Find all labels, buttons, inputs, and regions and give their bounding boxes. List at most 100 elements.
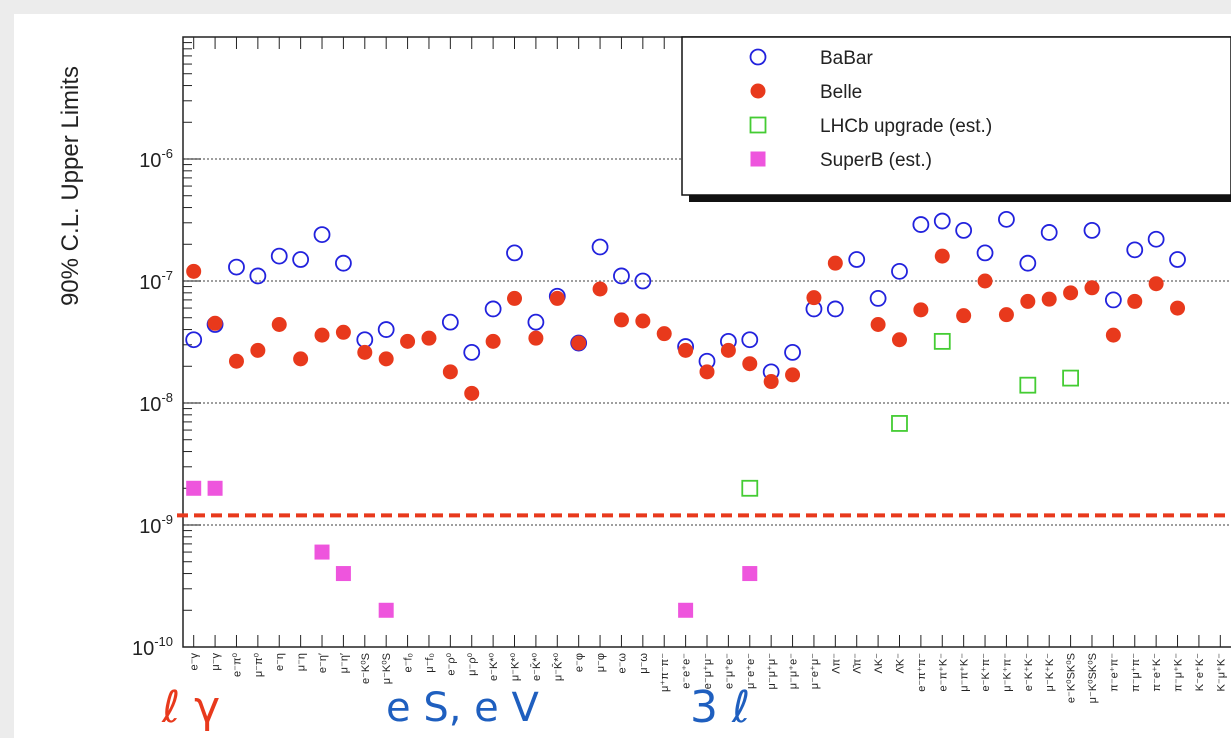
belle-point — [635, 313, 651, 329]
belle-point — [357, 344, 373, 360]
belle-point — [464, 385, 480, 401]
x-tick-label: e⁻K*⁰ — [488, 652, 500, 681]
x-tick-label: e⁻π⁺K⁻ — [937, 653, 949, 692]
superb-point — [678, 602, 694, 618]
legend-marker — [750, 83, 766, 99]
y-tick-label: 10-10 — [132, 634, 173, 660]
x-tick-label: μ⁻ρ⁰ — [467, 652, 479, 675]
belle-point — [485, 333, 501, 349]
superb-point — [335, 566, 351, 582]
x-tick-label: K⁻e⁺K⁻ — [1194, 653, 1206, 691]
babar-point — [1126, 241, 1144, 259]
x-tick-label: e⁻η — [274, 653, 286, 671]
belle-point — [1127, 293, 1143, 309]
babar-point — [826, 300, 844, 318]
belle-point — [186, 263, 202, 279]
x-tick-label: e⁻π⁰ — [231, 652, 243, 677]
superb-point — [186, 480, 202, 496]
x-tick-label: e⁻e⁺e⁻ — [681, 653, 693, 689]
babar-point — [1147, 230, 1165, 248]
x-tick-label: e⁻ω — [616, 653, 628, 674]
x-tick-label: e⁻ρ⁰ — [445, 652, 457, 675]
belle-point — [421, 330, 437, 346]
x-tick-label: e⁻K⁰S — [360, 653, 372, 684]
belle-point — [1170, 300, 1186, 316]
x-tick-label: K⁻μ⁺K⁻ — [1215, 653, 1227, 692]
belle-point — [507, 290, 523, 306]
belle-point — [1020, 293, 1036, 309]
lhcb-point — [891, 415, 908, 432]
babar-point — [741, 331, 759, 349]
babar-point — [484, 300, 502, 318]
label-lepton-photon: ℓ γ — [162, 682, 221, 733]
lhcb-point — [933, 332, 951, 350]
babar-point — [955, 221, 973, 239]
label-scalar-vector: e S, e V — [386, 685, 539, 731]
x-tick-label: μ⁻K⁺π⁻ — [1001, 653, 1013, 692]
belle-point — [785, 367, 801, 383]
x-tick-label: μ⁻f₀ — [424, 653, 436, 673]
x-tick-label: μ⁻φ — [595, 653, 607, 672]
belle-point — [720, 342, 736, 358]
babar-point — [270, 247, 288, 265]
y-axis-label: 90% C.L. Upper Limits — [57, 66, 84, 306]
x-tick-label: π⁻e⁺K⁻ — [1151, 653, 1163, 692]
legend-box — [681, 36, 1231, 196]
belle-point — [549, 290, 565, 306]
babar-point — [1040, 224, 1058, 241]
x-tick-label: Λ̄K⁻ — [894, 653, 906, 674]
belle-point — [998, 307, 1014, 323]
x-tick-label: μ⁻π⁺K⁻ — [959, 653, 971, 692]
x-tick-label: e⁻φ — [574, 653, 586, 672]
belle-point — [1063, 285, 1079, 301]
label-three-lepton: 3 ℓ — [690, 682, 751, 733]
belle-point — [207, 315, 223, 331]
belle-point — [1148, 276, 1164, 292]
babar-point — [292, 251, 310, 268]
x-tick-label: e⁻K⁺K⁻ — [1023, 653, 1035, 691]
ul-chart: 90% C.L. Upper Limits 10-10 10-9 10-8 10-7 1… — [57, 36, 1231, 703]
babar-point — [784, 343, 801, 361]
belle-point — [528, 330, 544, 346]
legend-marker — [749, 116, 767, 134]
belle-point — [271, 316, 287, 332]
y-tick-label: 10-7 — [139, 268, 173, 294]
babar-point — [912, 216, 930, 233]
legend-label: Belle — [820, 82, 862, 103]
babar-point — [591, 238, 609, 256]
belle-point — [956, 308, 972, 324]
belle-point — [870, 316, 886, 332]
x-tick-label: e⁻K̄*⁰ — [530, 652, 543, 681]
belle-point — [571, 335, 587, 351]
babar-point — [506, 244, 523, 262]
y-tick-label: 10-6 — [139, 146, 173, 172]
babar-point — [1169, 251, 1186, 268]
belle-point — [656, 326, 672, 342]
belle-point — [613, 312, 629, 328]
x-tick-label: μ⁻π⁰ — [253, 652, 265, 677]
babar-point — [998, 210, 1015, 228]
belle-point — [293, 351, 309, 367]
superb-point — [207, 480, 223, 496]
x-tick-label: μ⁻K̄*⁰ — [552, 652, 565, 681]
legend-label: LHCb upgrade (est.) — [820, 116, 992, 137]
lhcb-point — [741, 479, 759, 497]
babar-point — [634, 272, 652, 290]
x-tick-label: μ⁺π⁻π⁻ — [659, 653, 671, 692]
babar-point — [228, 258, 245, 276]
babar-point — [1019, 254, 1037, 272]
belle-point — [592, 281, 608, 297]
x-tick-label: e⁻μ⁺e⁻ — [723, 653, 735, 689]
y-tick-label: 10-9 — [139, 512, 173, 538]
x-tick-label: e⁻μ⁺μ⁻ — [702, 653, 714, 689]
x-tick-label: ΛK⁻ — [873, 653, 885, 674]
belle-point — [228, 353, 244, 369]
babar-point — [441, 313, 459, 331]
belle-point — [314, 327, 330, 343]
legend-label: BaBar — [820, 48, 873, 69]
x-tick-label: π⁻μ⁺π⁻ — [1130, 653, 1142, 692]
belle-point — [806, 290, 822, 306]
x-tick-label: e⁻η′ — [317, 653, 329, 673]
belle-point — [699, 364, 715, 380]
belle-point — [250, 342, 266, 358]
